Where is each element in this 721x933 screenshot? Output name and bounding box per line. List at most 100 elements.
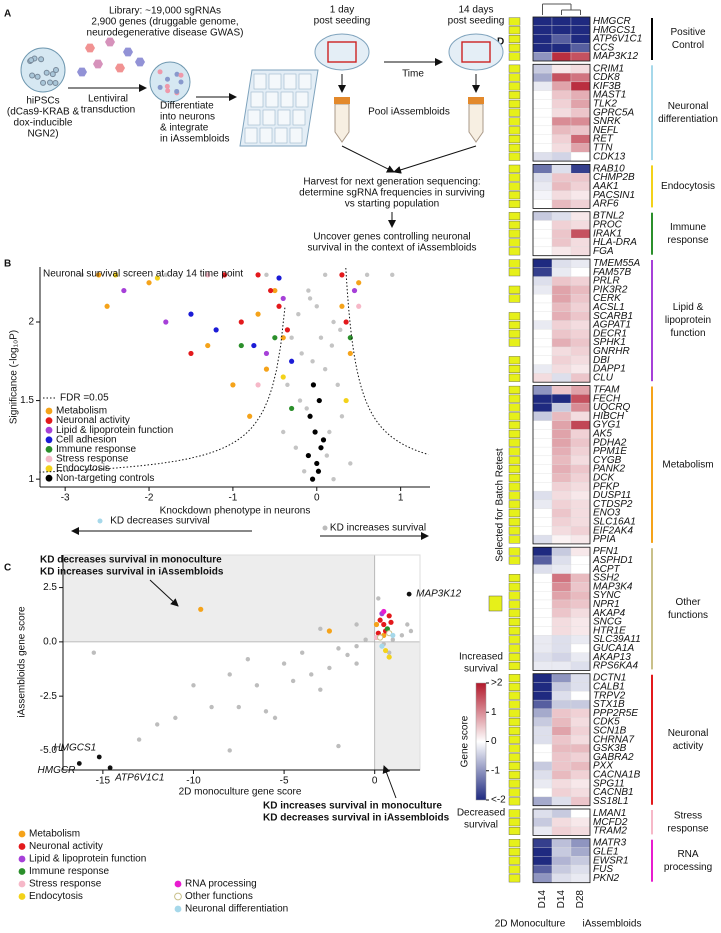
colorbar-tick-label: 0 [491, 736, 497, 747]
selected-marker [508, 182, 521, 191]
heat-cell [570, 64, 591, 74]
gene-label: PIK3R2 [593, 284, 628, 295]
fdr-curve [345, 267, 429, 455]
group-label: processing [664, 862, 712, 873]
heat-cell [570, 699, 591, 710]
point [276, 303, 282, 309]
heat-cell [532, 582, 553, 592]
heat-cell [532, 134, 553, 144]
point [213, 327, 219, 333]
gene-label: ARF6 [592, 199, 619, 210]
point [373, 621, 380, 628]
heat-cell [532, 838, 553, 848]
point [339, 303, 345, 309]
legend-label: Neuronal activity [56, 415, 130, 426]
selected-marker [508, 735, 521, 744]
selected-marker [508, 229, 521, 238]
heat-cell [570, 134, 591, 144]
gene-label: PFN1 [593, 546, 619, 557]
heat-cell [532, 717, 553, 727]
heat-cell [551, 446, 572, 457]
legend-label: Immune response [29, 866, 109, 877]
plate-well [265, 91, 279, 108]
heat-cell [570, 173, 591, 183]
gene-label: CACNB1 [593, 787, 634, 798]
point [136, 737, 142, 742]
gene-label: RET [593, 134, 614, 145]
selected-marker [508, 321, 521, 330]
selected-marker [508, 770, 521, 779]
panel-a-text: (dCas9-KRAB & [7, 107, 80, 118]
heat-cell [570, 573, 591, 583]
heat-cell [532, 302, 553, 312]
legend-marker [45, 426, 53, 434]
heat-cell [532, 691, 553, 701]
heat-cell [570, 735, 591, 745]
heat-cell [570, 635, 591, 645]
heat-cell [570, 81, 591, 91]
point [281, 661, 287, 666]
selected-marker [508, 682, 521, 691]
selected-marker [508, 574, 521, 583]
point [299, 351, 304, 356]
gene-label: TRPV2 [593, 690, 626, 701]
colorbar-title: Increased [459, 652, 503, 663]
plate-well [247, 109, 261, 126]
heat-cell [532, 652, 553, 662]
selected-marker [508, 644, 521, 653]
y-axis-label: iAssembloids gene score [17, 606, 28, 718]
gene-label: PANK2 [593, 464, 625, 475]
heat-cell [532, 735, 553, 745]
selected-marker [508, 143, 521, 152]
colorbar-label: Gene score [460, 715, 471, 767]
point [96, 754, 102, 760]
heat-cell [570, 52, 591, 62]
heat-cell [551, 838, 572, 848]
selected-marker [508, 762, 521, 771]
heat-cell [551, 626, 572, 636]
point [309, 672, 314, 677]
heat-cell [551, 547, 572, 557]
heat-cell [551, 817, 572, 827]
heat-cell [570, 385, 591, 395]
heat-cell [570, 508, 591, 518]
colorbar-tick-label: 1 [491, 707, 497, 718]
heat-cell [570, 838, 591, 848]
cell [43, 69, 50, 76]
point [247, 413, 253, 419]
selected-marker [508, 312, 521, 321]
selected-marker [508, 509, 521, 518]
gene-label: PRLR [593, 276, 620, 287]
heat-cell [532, 237, 553, 248]
gene-label: EIF2AK4 [593, 525, 633, 536]
heat-cell [551, 34, 572, 44]
legend-label: FDR =0.05 [60, 393, 109, 404]
legend-label: Endocytosis [29, 891, 83, 902]
heat-cell [532, 364, 553, 374]
heat-cell [551, 52, 572, 62]
gene-label: NPR1 [593, 599, 620, 610]
heat-cell [551, 152, 572, 162]
heat-cell [532, 446, 553, 457]
heat-cell [532, 190, 553, 200]
plate-well [298, 73, 312, 90]
heat-cell [532, 617, 553, 627]
heat-cell [532, 34, 553, 44]
gene-label: GNRHR [593, 346, 630, 357]
plate-well [280, 91, 294, 108]
point [307, 413, 313, 419]
panel-a-text: Differentiate [160, 101, 214, 112]
selected-marker [508, 91, 521, 100]
selected-marker [508, 108, 521, 117]
arrow-label: KD increases survival [330, 523, 426, 534]
legend-label: Stress response [56, 454, 129, 465]
selected-marker [508, 199, 521, 208]
group-label: Immune [670, 222, 707, 233]
point [154, 275, 161, 281]
selected-marker [508, 465, 521, 474]
selected-marker [508, 473, 521, 482]
heat-cell [532, 329, 553, 339]
heat-cell [570, 355, 591, 365]
heat-cell [570, 258, 591, 268]
panel-a-text: Library: ~19,000 sgRNAs [109, 6, 221, 17]
